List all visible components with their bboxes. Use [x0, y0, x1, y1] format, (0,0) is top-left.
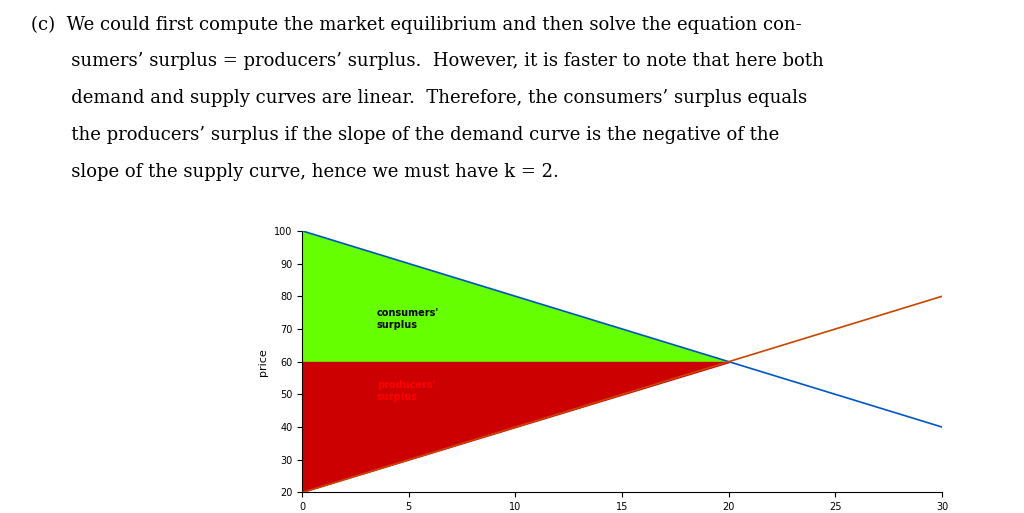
Text: sumers’ surplus = producers’ surplus.  However, it is faster to note that here b: sumers’ surplus = producers’ surplus. Ho… [31, 52, 823, 70]
Text: slope of the supply curve, hence we must have k = 2.: slope of the supply curve, hence we must… [31, 163, 559, 181]
Text: producers'
surplus: producers' surplus [377, 380, 435, 402]
Text: (c)  We could first compute the market equilibrium and then solve the equation c: (c) We could first compute the market eq… [31, 15, 802, 34]
Polygon shape [302, 362, 729, 492]
Polygon shape [302, 231, 729, 362]
Y-axis label: price: price [258, 348, 268, 376]
Text: consumers'
surplus: consumers' surplus [377, 308, 439, 330]
Text: demand and supply curves are linear.  Therefore, the consumers’ surplus equals: demand and supply curves are linear. The… [31, 89, 807, 107]
Text: the producers’ surplus if the slope of the demand curve is the negative of the: the producers’ surplus if the slope of t… [31, 126, 779, 144]
